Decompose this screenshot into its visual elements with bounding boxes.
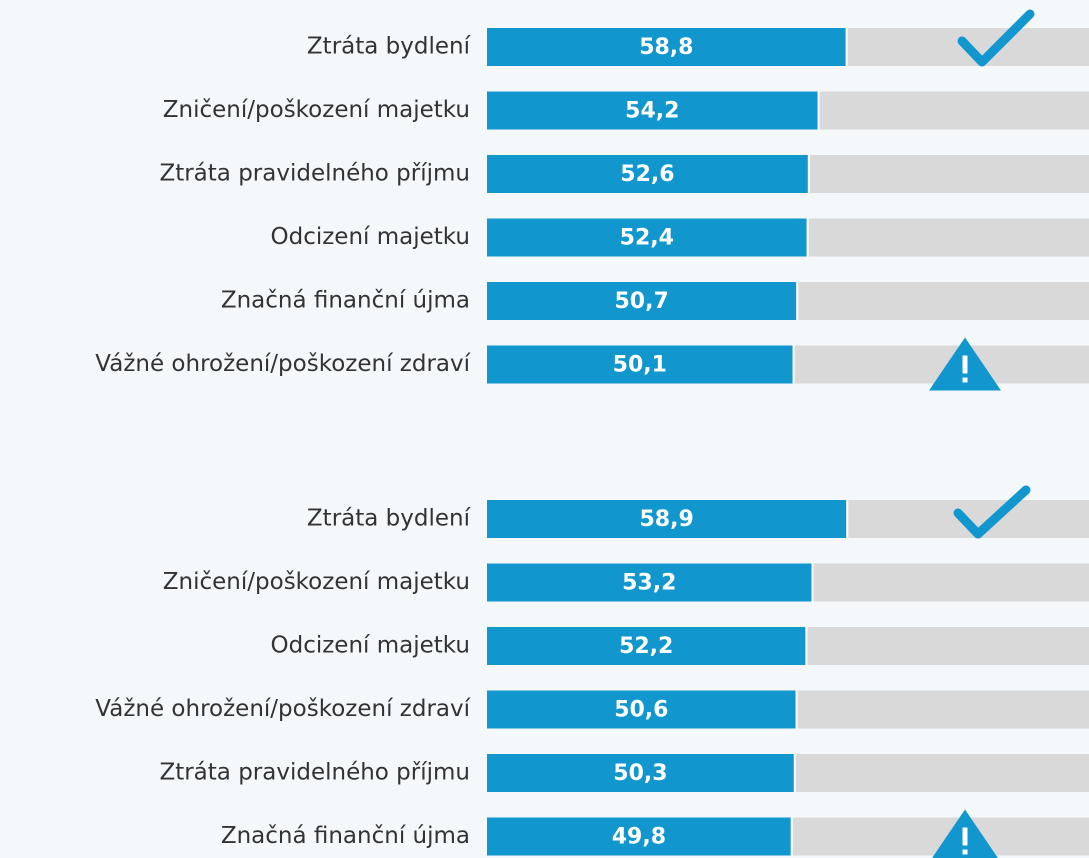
warning-dot [962,849,968,855]
value-label: 52,4 [620,226,674,251]
category-label: Ztráta pravidelného příjmu [159,760,470,786]
check-icon [953,485,1031,539]
value-label: 52,6 [620,162,674,187]
category-label: Zničení/poškození majetku [163,569,470,595]
bar [487,345,793,384]
value-label: 50,3 [613,761,667,786]
bar [487,817,791,856]
value-label: 58,8 [639,35,693,60]
value-label: 52,2 [619,634,673,659]
category-label: Značná finanční újma [221,823,470,849]
category-label: Značná finanční újma [221,288,470,314]
category-label: Ztráta bydlení [307,506,471,532]
bar [487,28,846,66]
value-label: 53,2 [622,571,676,596]
category-label: Odcizení majetku [271,224,471,250]
bar [487,754,794,792]
value-label: 54,2 [625,99,679,124]
value-label: 50,6 [614,698,668,723]
value-label: 58,9 [640,507,694,532]
value-label: 49,8 [612,825,666,850]
icons [953,9,1035,539]
bar [487,563,812,602]
category-label: Ztráta pravidelného příjmu [159,161,470,187]
bar [487,91,818,130]
bar [487,282,797,320]
warning-bar [962,355,968,374]
bar [487,690,796,729]
bar [487,500,847,538]
check-icon [957,9,1035,67]
warning-bar [962,827,968,846]
value-label: 50,7 [614,289,668,314]
value-label: 50,1 [613,353,667,378]
warning-icon [932,809,998,858]
warning-icon [929,337,1001,391]
warning-dot [962,377,968,383]
category-label: Vážné ohrožení/poškození zdraví [95,351,470,377]
category-label: Ztráta bydlení [307,34,471,60]
bar [487,627,806,665]
category-label: Zničení/poškození majetku [163,97,470,123]
bar [487,155,808,193]
category-label: Vážné ohrožení/poškození zdraví [95,696,470,722]
bar [487,218,807,257]
category-label: Odcizení majetku [271,633,471,659]
